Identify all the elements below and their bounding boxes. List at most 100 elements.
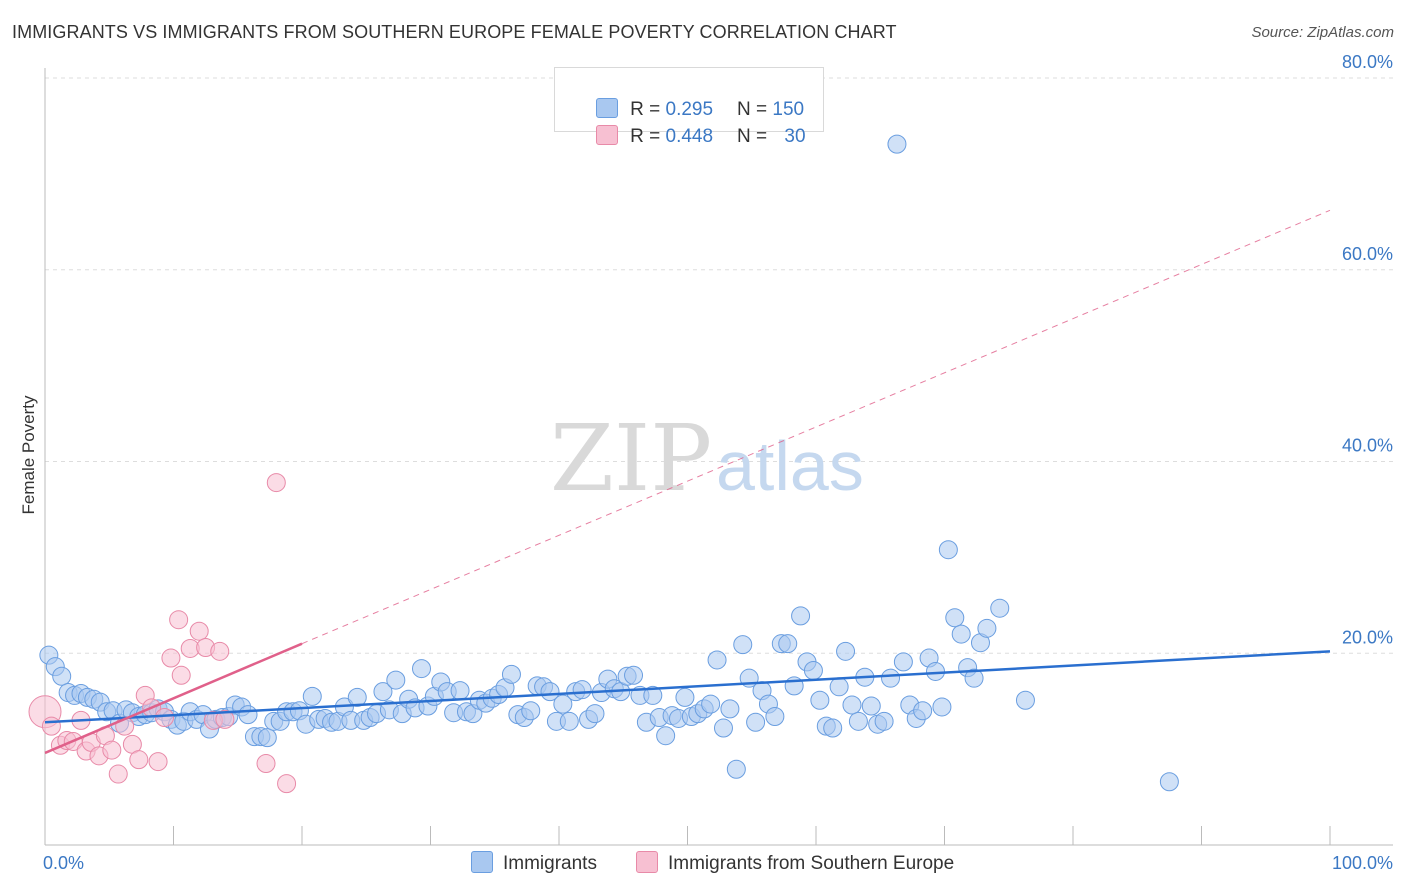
point-immigrants [559,711,579,731]
point-immigrants [823,718,843,738]
point-southern-europe [189,621,209,641]
legend-r-value: 0.448 [665,126,714,147]
point-southern-europe [169,610,189,630]
point-immigrants [861,696,881,716]
point-immigrants [707,650,727,670]
point-southern-europe [108,764,128,784]
point-immigrants [412,659,432,679]
point-immigrants [302,686,322,706]
point-immigrants [938,540,958,560]
point-immigrants [373,682,393,702]
point-southern-europe [161,648,181,668]
point-immigrants [720,699,740,719]
point-southern-europe [277,774,297,794]
bottom-legend-swatch-blue [471,851,493,873]
point-immigrants [52,666,72,686]
point-southern-europe [129,750,149,770]
point-immigrants [257,728,277,748]
point-immigrants [572,680,592,700]
point-immigrants [733,635,753,655]
point-immigrants [951,624,971,644]
legend-swatch-blue [596,98,619,118]
point-immigrants [977,618,997,638]
legend-row-immigrants: R = 0.295 N = 150 [575,76,804,120]
point-southern-europe [266,473,286,493]
trend-line-immigrants [44,650,1331,724]
point-immigrants [675,687,695,707]
point-immigrants [553,694,573,714]
trend-line-southern-europe [44,642,303,755]
watermark-zip: ZIP [550,405,712,512]
legend-swatch-pink [596,125,619,145]
point-immigrants [1015,690,1035,710]
legend-n-label: N = [737,126,773,147]
point-southern-europe [215,709,235,729]
point-immigrants [836,641,856,661]
point-immigrants [945,608,965,628]
bottom-legend-southern-europe: Immigrants from Southern Europe [636,851,954,875]
point-immigrants [778,634,798,654]
point-immigrants [791,606,811,626]
point-immigrants [1159,772,1179,792]
point-immigrants [347,687,367,707]
point-southern-europe [41,716,61,736]
point-immigrants [701,694,721,714]
tick-labels: 20.0% 40.0% 60.0% 80.0% 0.0% 100.0% [43,52,1393,873]
point-immigrants [521,701,541,721]
y-axis-label: Female Poverty [19,395,38,515]
legend-n-value: 150 [772,99,805,120]
point-immigrants [842,695,862,715]
legend-r-label: R = [630,126,666,147]
point-immigrants [765,707,785,727]
legend-r-value: 0.295 [665,99,714,120]
point-immigrants [238,705,258,725]
watermark: ZIP atlas [550,405,864,512]
bottom-legend-label: Immigrants from Southern Europe [668,853,955,874]
point-immigrants [713,718,733,738]
point-immigrants [926,661,946,681]
point-immigrants [643,685,663,705]
bottom-legend-label: Immigrants [503,853,597,874]
point-immigrants [746,712,766,732]
legend-n-label: N = [737,99,773,120]
y-tick-label: 60.0% [1342,244,1393,264]
grid-lines [45,77,1393,654]
point-southern-europe [155,707,175,727]
point-immigrants [656,726,676,746]
point-immigrants [829,677,849,697]
x-tick-label-max: 100.0% [1332,853,1393,873]
point-immigrants [450,681,470,701]
chart-title: IMMIGRANTS VS IMMIGRANTS FROM SOUTHERN E… [12,22,897,42]
legend-r-label: R = [630,99,666,120]
y-tick-label: 80.0% [1342,52,1393,72]
y-tick-label: 40.0% [1342,436,1393,456]
point-immigrants [585,704,605,724]
point-immigrants [501,664,521,684]
x-tick-label-min: 0.0% [43,853,84,873]
point-southern-europe [210,641,230,661]
point-southern-europe [148,752,168,772]
stats-legend: R = 0.295 N = 150 R = 0.448 N = 30 [554,67,824,147]
point-immigrants [726,759,746,779]
trend-lines-solid [44,642,1331,755]
point-immigrants [540,682,560,702]
point-immigrants [881,668,901,688]
bottom-legend-immigrants: Immigrants [471,851,597,875]
point-southern-europe [256,754,276,774]
point-immigrants [848,711,868,731]
y-tick-label: 20.0% [1342,627,1393,647]
point-immigrants [624,665,644,685]
point-immigrants [803,661,823,681]
point-immigrants [810,690,830,710]
source-label: Source: ZipAtlas.com [1251,24,1394,41]
legend-n-value: 30 [784,126,806,147]
point-immigrants [874,711,894,731]
point-immigrants [893,652,913,672]
point-immigrants [990,598,1010,618]
point-immigrants [913,701,933,721]
point-southern-europe [102,740,122,760]
point-immigrants [386,670,406,690]
trend-lines [301,209,1331,645]
bottom-legend-swatch-pink [636,851,658,873]
